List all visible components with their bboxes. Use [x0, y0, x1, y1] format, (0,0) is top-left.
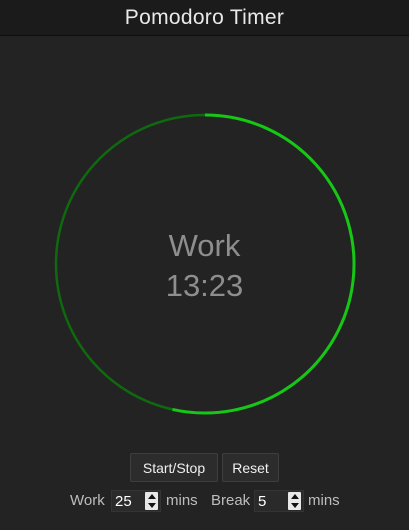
- break-increment-icon[interactable]: [288, 492, 301, 501]
- start-stop-button[interactable]: Start/Stop: [130, 453, 218, 482]
- break-duration-input[interactable]: 5: [254, 490, 304, 512]
- reset-button[interactable]: Reset: [222, 453, 279, 482]
- work-unit: mins: [166, 492, 198, 509]
- timer-mode: Work: [168, 228, 241, 263]
- timer-countdown: 13:23: [165, 268, 244, 303]
- work-label: Work: [70, 492, 105, 509]
- break-label: Break: [211, 492, 251, 509]
- work-increment-icon[interactable]: [145, 492, 158, 501]
- break-decrement-icon[interactable]: [288, 501, 301, 510]
- work-spinner[interactable]: [145, 492, 158, 510]
- ring-remaining-arc: [172, 113, 356, 415]
- work-decrement-icon[interactable]: [145, 501, 158, 510]
- settings-row: Work 25 mins Break 5 mins: [0, 489, 409, 513]
- break-duration-value: 5: [258, 493, 267, 510]
- work-duration-input[interactable]: 25: [111, 490, 161, 512]
- title-bar: Pomodoro Timer: [0, 0, 409, 36]
- break-unit: mins: [308, 492, 340, 509]
- app-title: Pomodoro Timer: [124, 5, 285, 29]
- work-duration-value: 25: [115, 493, 132, 510]
- break-spinner[interactable]: [288, 492, 301, 510]
